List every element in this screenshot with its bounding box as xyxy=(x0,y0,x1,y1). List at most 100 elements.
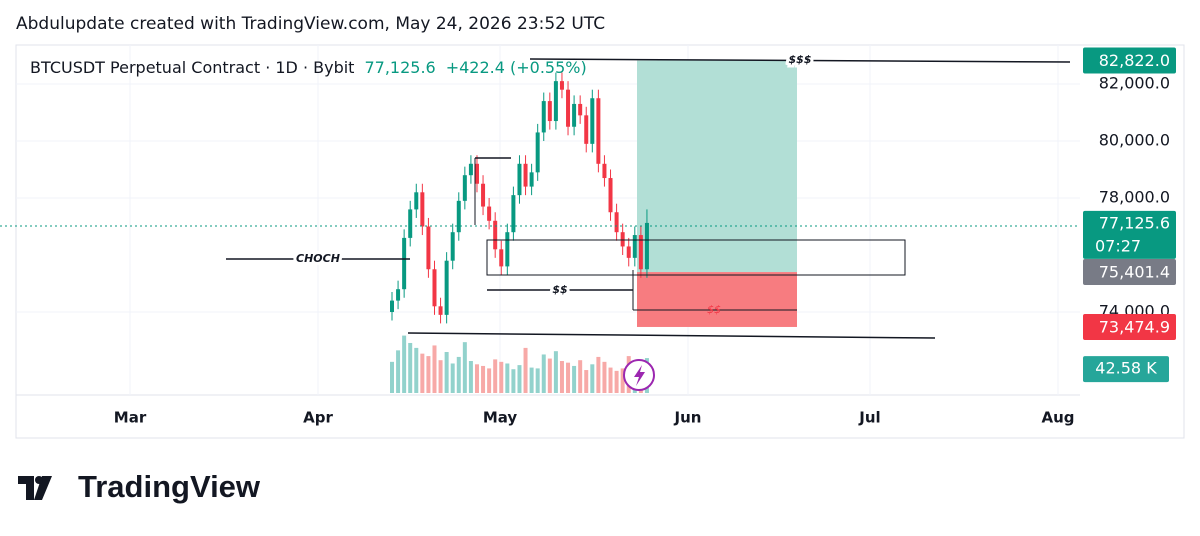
volume-bar xyxy=(523,347,528,393)
candle-body xyxy=(620,232,625,247)
candle-body xyxy=(505,232,510,267)
volume-bar xyxy=(432,345,437,393)
candle-body xyxy=(523,163,528,187)
plot xyxy=(16,45,1080,395)
candle-body xyxy=(450,232,455,261)
candle-body xyxy=(408,209,413,238)
chart-frame xyxy=(15,44,1185,439)
x-tick-label: Jun xyxy=(674,409,702,427)
change: +422.4 (+0.55%) xyxy=(446,58,587,77)
candle-body xyxy=(553,81,558,122)
candle-body xyxy=(578,103,583,116)
volume-bar xyxy=(456,356,461,393)
x-tick-label: May xyxy=(483,409,518,427)
price-tag xyxy=(1083,259,1176,286)
candle-body xyxy=(535,132,540,173)
volume-bar xyxy=(462,342,467,393)
candle-body xyxy=(644,222,649,270)
candle-body xyxy=(468,163,473,176)
volume-bar xyxy=(614,370,619,393)
candle-body xyxy=(572,103,577,127)
candle-body xyxy=(566,89,571,127)
volume-bar xyxy=(608,367,613,393)
annotation: $$$ xyxy=(789,53,812,66)
volume-bar xyxy=(505,363,510,393)
candle-body xyxy=(481,183,486,207)
volume-bar xyxy=(487,368,492,393)
volume-bar xyxy=(620,368,625,393)
candle-body xyxy=(444,260,449,315)
logo-mark xyxy=(35,476,43,484)
annotation: $$ xyxy=(707,303,721,316)
candle-body xyxy=(414,192,419,210)
candle-body xyxy=(462,175,467,201)
volume-bar xyxy=(590,364,595,393)
candle-body xyxy=(614,212,619,233)
volume-bar xyxy=(602,361,607,393)
order-block xyxy=(486,239,906,276)
last-price: 77,125.6 xyxy=(364,58,435,77)
header: Abdulupdate created with TradingView.com… xyxy=(16,14,605,34)
candle-body xyxy=(499,249,504,267)
y-tick-label: 78,000.0 xyxy=(1099,187,1170,206)
price-tag-label: 82,822.0 xyxy=(1099,51,1170,70)
volume-bar xyxy=(493,359,498,393)
logo-mark xyxy=(18,476,52,500)
candle-body xyxy=(511,195,516,233)
logo-text: TradingView xyxy=(78,469,261,504)
logo: TradingView xyxy=(18,469,261,504)
candle-body xyxy=(584,115,589,144)
candle-body xyxy=(487,206,492,221)
volume-bar xyxy=(578,360,583,393)
alert-icon-bolt xyxy=(634,365,645,386)
candle-body xyxy=(547,101,552,122)
candle-body xyxy=(541,101,546,133)
volume-bar xyxy=(474,364,479,393)
candle-body xyxy=(456,200,461,233)
candle-body xyxy=(559,81,564,90)
candle-body xyxy=(438,306,443,315)
candle-body xyxy=(626,246,631,258)
candle-body xyxy=(432,269,437,307)
price-tag xyxy=(1083,47,1176,74)
volume-tag-label: 42.58 K xyxy=(1095,359,1157,378)
candle-body xyxy=(402,237,407,290)
candle-body xyxy=(390,300,394,313)
volume-bar xyxy=(396,350,401,393)
volume-bar xyxy=(414,347,419,393)
volume-bar xyxy=(481,365,486,393)
x-tick-label: Jul xyxy=(858,409,880,427)
x-tick-label: Mar xyxy=(114,409,147,427)
x-tick-label: Apr xyxy=(303,409,333,427)
volume-bar xyxy=(541,354,546,393)
volume-bar xyxy=(584,370,589,393)
candle-body xyxy=(529,172,534,187)
volume-bar xyxy=(390,361,394,393)
volume-bar xyxy=(444,352,449,393)
volume-bar xyxy=(553,351,558,393)
volume-bar xyxy=(499,361,504,393)
volume-bar xyxy=(511,369,516,393)
annotation: $$ xyxy=(552,283,567,296)
volume-bar xyxy=(438,360,443,393)
volume-bar xyxy=(529,367,534,393)
price-tag xyxy=(1083,210,1176,259)
volume-bar xyxy=(596,356,601,393)
candle-body xyxy=(420,192,425,227)
annotation: CHOCH xyxy=(296,252,340,265)
stop-zone xyxy=(637,272,797,327)
volume-bar xyxy=(402,335,407,393)
volume-bar xyxy=(420,353,425,393)
price-tag-label: 75,401.4 xyxy=(1099,263,1170,282)
target-zone xyxy=(637,60,797,273)
volume-bar xyxy=(450,363,455,393)
price-tag xyxy=(1083,313,1176,340)
candle-body xyxy=(632,235,637,258)
candle-body xyxy=(608,178,613,213)
liquidity-line xyxy=(529,58,1071,63)
volume-bar xyxy=(408,342,413,393)
candle-body xyxy=(426,226,431,270)
price-tag-label: 73,474.9 xyxy=(1099,317,1170,336)
volume-bar xyxy=(559,361,564,393)
